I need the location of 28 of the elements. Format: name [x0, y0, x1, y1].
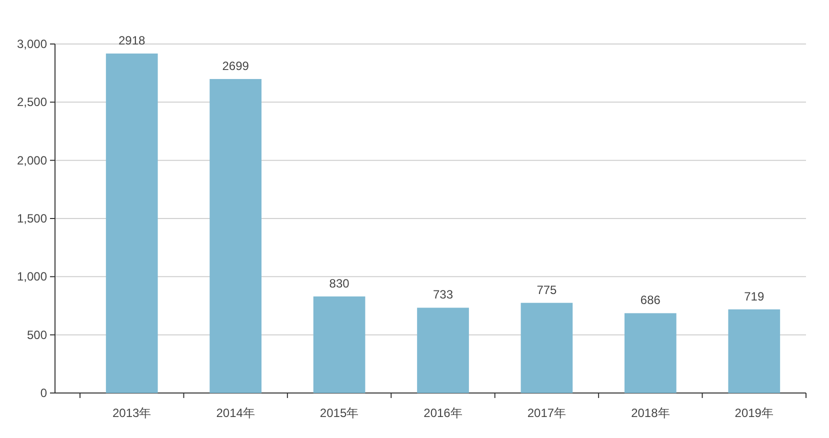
x-tick-label: 2014年: [216, 406, 255, 420]
x-tick-label: 2016年: [424, 406, 462, 420]
y-tick-label: 2,500: [16, 95, 48, 110]
bar: [624, 313, 676, 393]
data-label: 719: [744, 289, 764, 304]
y-tick-label: 2,000: [16, 153, 48, 168]
y-tick-label: 0: [40, 386, 48, 400]
x-tick-label: 2019年: [734, 406, 774, 420]
data-label: 2918: [118, 34, 146, 48]
data-label: 733: [432, 288, 454, 302]
data-label: 686: [640, 293, 661, 308]
y-tick-label: 3,000: [16, 37, 48, 51]
x-tick-label: 2017年: [527, 406, 566, 420]
bar: [210, 79, 262, 393]
y-tick-label: 1,500: [16, 212, 48, 226]
bar: [417, 308, 469, 393]
y-tick-label: 1,000: [16, 270, 48, 284]
y-tick-label: 500: [26, 328, 48, 342]
x-tick-label: 2013年: [112, 406, 152, 420]
data-label: 775: [536, 282, 558, 297]
bar: [313, 296, 366, 393]
data-label: 830: [329, 276, 350, 290]
data-label: 2699: [222, 59, 250, 74]
x-tick-label: 2018年: [631, 406, 670, 420]
bar: [728, 309, 780, 393]
bar: [106, 54, 158, 393]
x-tick-label: 2015年: [320, 406, 359, 420]
bar: [520, 302, 573, 393]
